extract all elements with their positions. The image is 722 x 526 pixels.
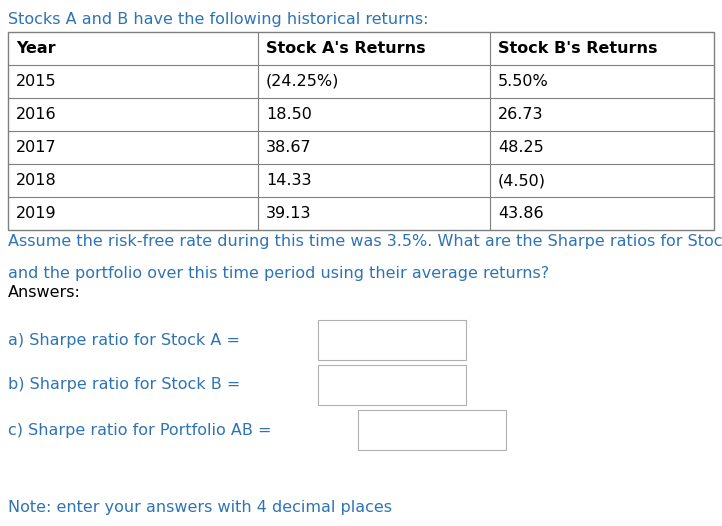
Text: c) Sharpe ratio for Portfolio AB =: c) Sharpe ratio for Portfolio AB = [8, 422, 271, 438]
Text: Answers:: Answers: [8, 285, 81, 300]
Text: Stocks A and B have the following historical returns:: Stocks A and B have the following histor… [8, 12, 428, 27]
Bar [318, 365, 466, 405]
Text: Note: enter your answers with 4 decimal places: Note: enter your answers with 4 decimal … [8, 500, 392, 515]
Text: 2019: 2019 [16, 206, 56, 221]
Text: 2015: 2015 [16, 74, 56, 89]
Text: Year: Year [16, 41, 56, 56]
Text: Assume the risk-free rate during this time was 3.5%. What are the Sharpe ratios : Assume the risk-free rate during this ti… [8, 234, 722, 249]
Text: 2018: 2018 [16, 173, 57, 188]
Text: b) Sharpe ratio for Stock B =: b) Sharpe ratio for Stock B = [8, 378, 240, 392]
Text: a) Sharpe ratio for Stock A =: a) Sharpe ratio for Stock A = [8, 332, 240, 348]
Text: 48.25: 48.25 [498, 140, 544, 155]
Bar [318, 320, 466, 360]
Text: Stock B's Returns: Stock B's Returns [498, 41, 658, 56]
Text: Stock A's Returns: Stock A's Returns [266, 41, 426, 56]
Text: 2017: 2017 [16, 140, 56, 155]
Text: 14.33: 14.33 [266, 173, 311, 188]
Text: 18.50: 18.50 [266, 107, 312, 122]
Bar [358, 410, 506, 450]
Text: (4.50): (4.50) [498, 173, 546, 188]
Text: 43.86: 43.86 [498, 206, 544, 221]
Text: 39.13: 39.13 [266, 206, 311, 221]
Text: 38.67: 38.67 [266, 140, 312, 155]
Text: and the portfolio over this time period using their average returns?: and the portfolio over this time period … [8, 266, 549, 281]
Bar [8, 32, 714, 230]
Text: (24.25%): (24.25%) [266, 74, 339, 89]
Text: 5.50%: 5.50% [498, 74, 549, 89]
Text: 2016: 2016 [16, 107, 56, 122]
Text: 26.73: 26.73 [498, 107, 544, 122]
